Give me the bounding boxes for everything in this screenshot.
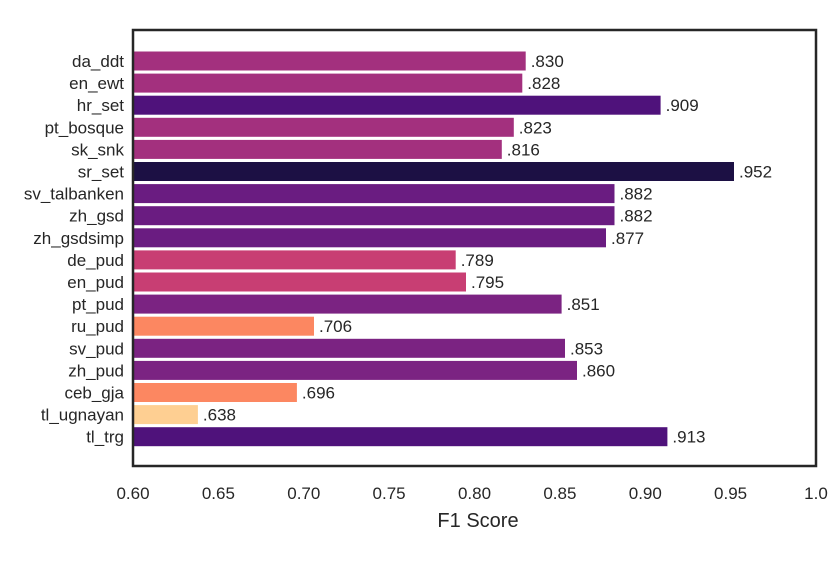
bar-pt_bosque (133, 117, 514, 137)
x-tick-label: 0.75 (373, 484, 406, 503)
category-label-zh_pud: zh_pud (68, 361, 124, 380)
bar-ceb_gja (133, 383, 297, 402)
x-tick-label: 0.65 (202, 484, 235, 503)
bar-en_pud (133, 272, 466, 292)
bar-tl_ugnayan (133, 405, 198, 425)
category-label-pt_pud: pt_pud (72, 295, 124, 314)
value-label-tl_trg: .913 (672, 428, 705, 447)
x-tick-label: 1.0 (804, 484, 828, 503)
category-label-tl_ugnayan: tl_ugnayan (41, 406, 124, 425)
category-label-pt_bosque: pt_bosque (45, 118, 124, 137)
bar-sr_set (133, 162, 734, 181)
bar-sv_talbanken (133, 184, 615, 204)
category-labels: da_ddt en_ewt hr_set pt_bosque sk_snk sr_sets… (24, 52, 125, 447)
bar-zh_gsd (133, 206, 615, 226)
category-label-zh_gsd: zh_gsd (69, 207, 124, 226)
bar-pt_pud (133, 294, 562, 314)
value-label-sv_talbanken: .882 (620, 185, 653, 204)
x-axis-title: F1 Score (437, 510, 518, 532)
plot-frame (131, 28, 818, 468)
value-label-zh_gsdsimp: .877 (611, 229, 644, 248)
bar-tl_trg (133, 427, 668, 447)
category-label-ru_pud: ru_pud (71, 317, 124, 336)
bar-da_ddt (133, 51, 526, 71)
bar-de_pud (133, 250, 456, 270)
category-label-sk_snk: sk_snk (71, 140, 124, 159)
value-label-en_ewt: .828 (527, 74, 560, 93)
bar-en_ewt (133, 73, 523, 93)
value-label-tl_ugnayan: .638 (203, 406, 236, 425)
bar-ru_pud (133, 316, 314, 336)
bar-zh_gsdsimp (133, 228, 606, 248)
category-label-sr_set: sr_set (78, 163, 125, 182)
x-tick-label: 0.70 (287, 484, 320, 503)
category-label-en_pud: en_pud (67, 273, 124, 292)
x-tick-label: 0.95 (714, 484, 747, 503)
value-label-sk_snk: .816 (507, 140, 540, 159)
value-label-da_ddt: .830 (531, 52, 564, 71)
category-label-sv_talbanken: sv_talbanken (24, 185, 124, 204)
value-label-ru_pud: .706 (319, 317, 352, 336)
value-label-hr_set: .909 (666, 96, 699, 115)
x-tick-label: 0.60 (116, 484, 149, 503)
category-label-da_ddt: da_ddt (72, 52, 124, 71)
value-labels: .830 .828 .909 .823 .816 .952 .882 .882 .877 .789… (203, 52, 772, 447)
value-label-pt_pud: .851 (567, 295, 600, 314)
category-label-en_ewt: en_ewt (69, 74, 124, 93)
category-label-tl_trg: tl_trg (86, 428, 124, 447)
bar-hr_set (133, 95, 661, 115)
x-tick-label: 0.90 (629, 484, 662, 503)
value-label-pt_bosque: .823 (519, 118, 552, 137)
value-label-ceb_gja: .696 (302, 384, 335, 403)
category-label-sv_pud: sv_pud (69, 339, 124, 358)
value-label-zh_pud: .860 (582, 361, 615, 380)
category-label-zh_gsdsimp: zh_gsdsimp (33, 229, 124, 248)
bar-zh_pud (133, 360, 577, 380)
value-label-zh_gsd: .882 (620, 207, 653, 226)
category-label-de_pud: de_pud (67, 251, 124, 270)
value-label-de_pud: .789 (461, 251, 494, 270)
x-tick-label: 0.80 (458, 484, 491, 503)
value-label-sv_pud: .853 (570, 339, 603, 358)
x-ticks: 0.60 0.65 0.70 0.75 0.80 0.85 0.90 0.95 1.0 (116, 484, 827, 503)
bar-sk_snk (133, 139, 502, 159)
value-label-en_pud: .795 (471, 273, 504, 292)
category-label-ceb_gja: ceb_gja (64, 384, 124, 403)
x-tick-label: 0.85 (543, 484, 576, 503)
category-label-hr_set: hr_set (77, 96, 125, 115)
value-label-sr_set: .952 (739, 163, 772, 182)
bar-sv_pud (133, 338, 565, 358)
bars-layer (133, 51, 734, 447)
